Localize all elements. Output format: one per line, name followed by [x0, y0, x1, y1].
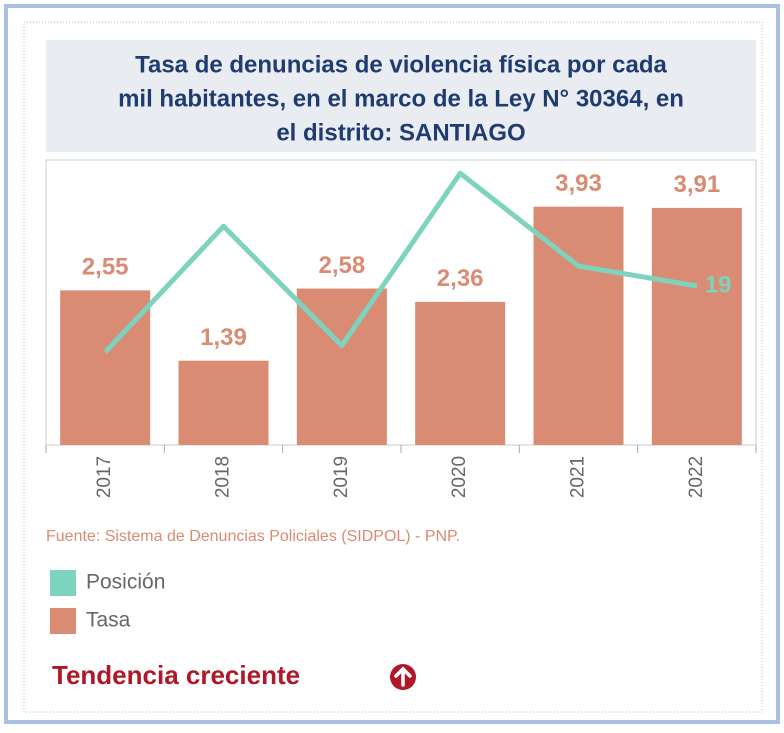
bar-value-label: 2,55 — [82, 254, 129, 281]
bar-value-label: 3,93 — [555, 170, 602, 197]
legend-label: Posición — [86, 571, 165, 594]
legend-swatch — [50, 570, 76, 596]
bar-value-label: 2,36 — [437, 265, 484, 292]
line — [103, 170, 698, 354]
source: Fuente: Sistema de Denuncias Policiales … — [46, 528, 460, 545]
x-tick-label: 2017 — [94, 456, 115, 498]
x-tick-label: 2020 — [449, 456, 470, 498]
title-line: mil habitantes, en el marco de la Ley N°… — [118, 85, 684, 112]
legend-swatch — [50, 608, 76, 634]
title: Tasa de denuncias de violencia física po… — [118, 51, 684, 146]
x-tick-label: 2022 — [686, 456, 707, 498]
bar — [178, 360, 269, 445]
x-tick-label: 2021 — [568, 456, 589, 498]
bar — [415, 301, 506, 445]
bar-value-label: 3,91 — [673, 171, 720, 198]
trend-icon — [390, 664, 416, 690]
legend-label: Tasa — [86, 609, 131, 632]
bar-value-label: 2,58 — [318, 252, 365, 279]
line-value-label: 19 — [705, 271, 732, 298]
x-tick-label: 2019 — [331, 456, 352, 498]
bar — [651, 207, 742, 445]
x-tick-label: 2018 — [213, 456, 234, 498]
bar — [533, 206, 624, 445]
title-line: el distrito: SANTIAGO — [276, 119, 525, 146]
bar — [60, 290, 151, 445]
trend-arrow — [394, 666, 412, 687]
title-box — [46, 40, 756, 152]
inner-frame — [23, 21, 763, 713]
bar-value-label: 1,39 — [200, 324, 247, 351]
trend-text: Tendencia creciente — [52, 660, 300, 690]
title-line: Tasa de denuncias de violencia física po… — [135, 51, 667, 78]
